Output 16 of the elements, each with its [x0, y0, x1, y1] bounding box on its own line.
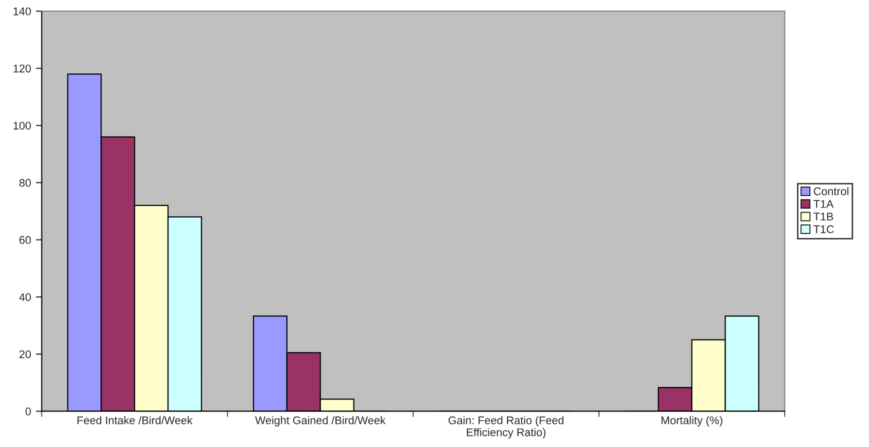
- x-tick-label: Feed Intake /Bird/Week: [78, 416, 193, 424]
- y-tick-label: 80: [19, 178, 31, 187]
- y-tick-label: 100: [14, 122, 31, 130]
- y-tick-label: 40: [19, 293, 31, 302]
- y-tick-label: 140: [14, 7, 31, 16]
- y-tick-label: 0: [26, 408, 31, 416]
- legend-label: T1C: [814, 225, 834, 234]
- x-tick-label: Mortality (%): [662, 416, 722, 426]
- x-tick-label: Gain: Feed Ratio (Feed Efficiency Ratio): [448, 416, 564, 438]
- y-tick-label: 120: [14, 64, 31, 72]
- y-tick-label: 60: [20, 236, 31, 244]
- legend-label: Control: [814, 187, 848, 196]
- y-tick-label: 20: [19, 350, 31, 358]
- legend-label: T1A: [814, 200, 834, 208]
- x-tick-label: Weight Gained /Bird/Week: [255, 416, 386, 426]
- legend-label: T1B: [814, 212, 834, 220]
